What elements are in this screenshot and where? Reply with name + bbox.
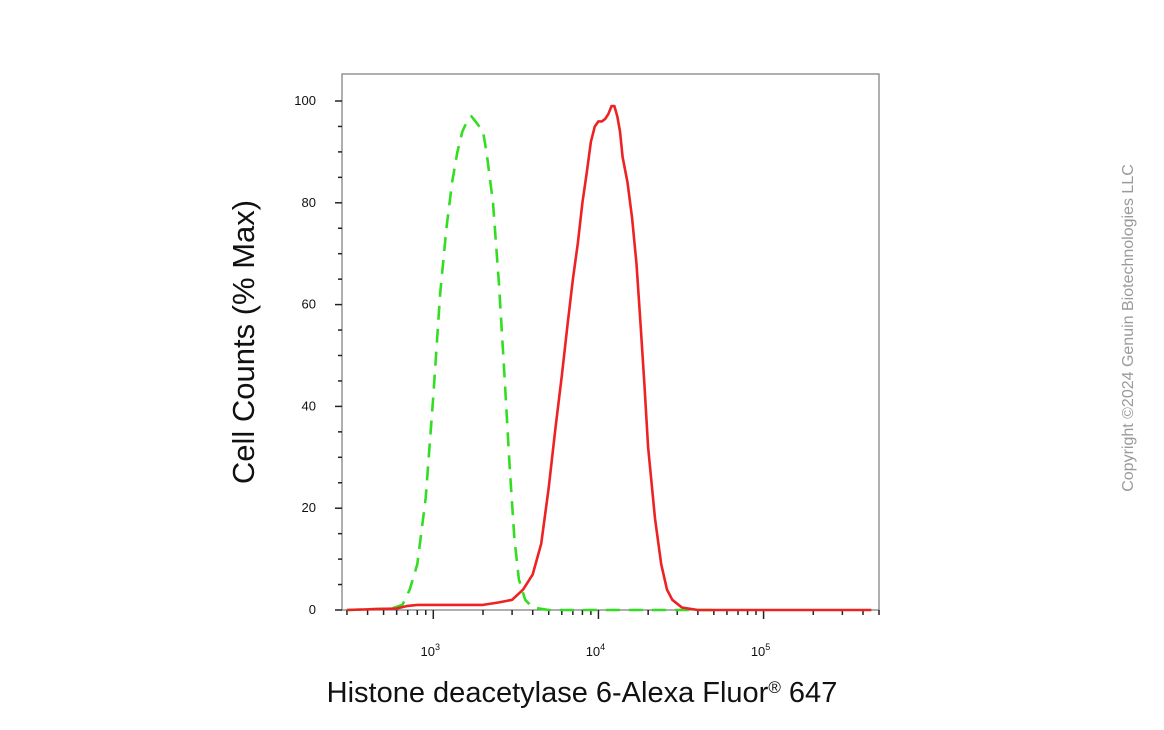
y-tick-label: 40 [302,398,316,413]
x-tick-exponent: 5 [765,642,770,652]
y-tick-label: 60 [302,297,316,312]
x-axis-title: Histone deacetylase 6-Alexa Fluor® 647 [327,677,838,709]
copyright-notice: Copyright ©2024 Genuin Biotechnologies L… [1120,164,1137,492]
x-axis-title-registered-mark: ® [768,678,781,697]
x-axis-title-suffix: 647 [781,677,837,709]
plot-frame [341,73,880,611]
y-axis-title: Cell Counts (% Max) [226,200,261,484]
x-tick-base: 10 [751,644,765,659]
x-tick-exponent: 4 [600,642,605,652]
y-tick-label: 20 [302,500,316,515]
y-tick-label: 80 [302,195,316,210]
x-tick-exponent: 3 [435,642,440,652]
sample-histogram-line [346,104,872,612]
series-layer [346,104,872,612]
x-tick-base: 10 [421,644,435,659]
x-tick-label: 103 [421,642,440,659]
y-tick-label: 0 [309,602,316,617]
x-tick-label: 104 [586,642,605,659]
x-tick-base: 10 [586,644,600,659]
x-axis-title-main: Histone deacetylase 6-Alexa Fluor [327,677,769,709]
y-tick-label: 100 [294,93,316,108]
x-axis: 103 104 105 [346,610,880,659]
control-histogram-line [346,115,714,612]
x-tick-label: 105 [751,642,770,659]
y-axis: 0 20 40 60 80 100 [294,93,342,617]
